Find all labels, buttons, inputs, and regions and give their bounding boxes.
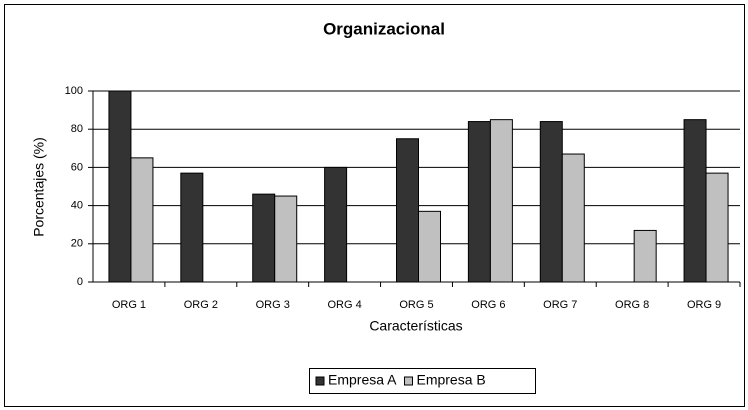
y-axis-title: Porcentajes (%)	[31, 137, 47, 237]
x-tick-label: ORG 5	[399, 299, 433, 311]
legend-label: Empresa B	[416, 372, 485, 388]
y-tick-label: 80	[71, 123, 83, 135]
x-tick-label: ORG 1	[112, 299, 146, 311]
y-tick-label: 40	[71, 200, 83, 212]
x-tick-label: ORG 3	[256, 299, 290, 311]
y-tick-label: 100	[65, 85, 83, 97]
bar	[324, 166, 348, 283]
bar	[418, 210, 441, 283]
legend-label: Empresa A	[328, 372, 397, 388]
bar	[683, 119, 707, 283]
y-tick-label: 20	[71, 238, 83, 250]
x-tick-label: ORG 7	[543, 299, 577, 311]
bar	[467, 121, 491, 283]
legend-swatch	[403, 376, 413, 386]
x-tick-label: ORG 2	[184, 299, 218, 311]
bar	[130, 157, 154, 283]
bar	[633, 229, 657, 283]
bar	[180, 172, 204, 283]
bar	[108, 90, 132, 283]
bar	[252, 193, 276, 283]
x-tick-label: ORG 4	[327, 299, 361, 311]
bar	[561, 153, 585, 283]
x-tick-label: ORG 9	[687, 299, 721, 311]
legend-box	[309, 368, 536, 394]
bar	[539, 121, 563, 283]
bar	[705, 172, 729, 283]
bar	[489, 119, 513, 283]
x-tick-label: ORG 8	[615, 299, 649, 311]
y-tick-label: 60	[71, 161, 83, 173]
bar	[274, 195, 298, 283]
y-tick-label: 0	[77, 276, 83, 288]
x-tick-label: ORG 6	[471, 299, 505, 311]
bar	[396, 138, 419, 283]
legend-swatch	[315, 376, 325, 386]
x-axis-title: Características	[369, 318, 462, 334]
chart-title: Organizacional	[323, 19, 445, 38]
